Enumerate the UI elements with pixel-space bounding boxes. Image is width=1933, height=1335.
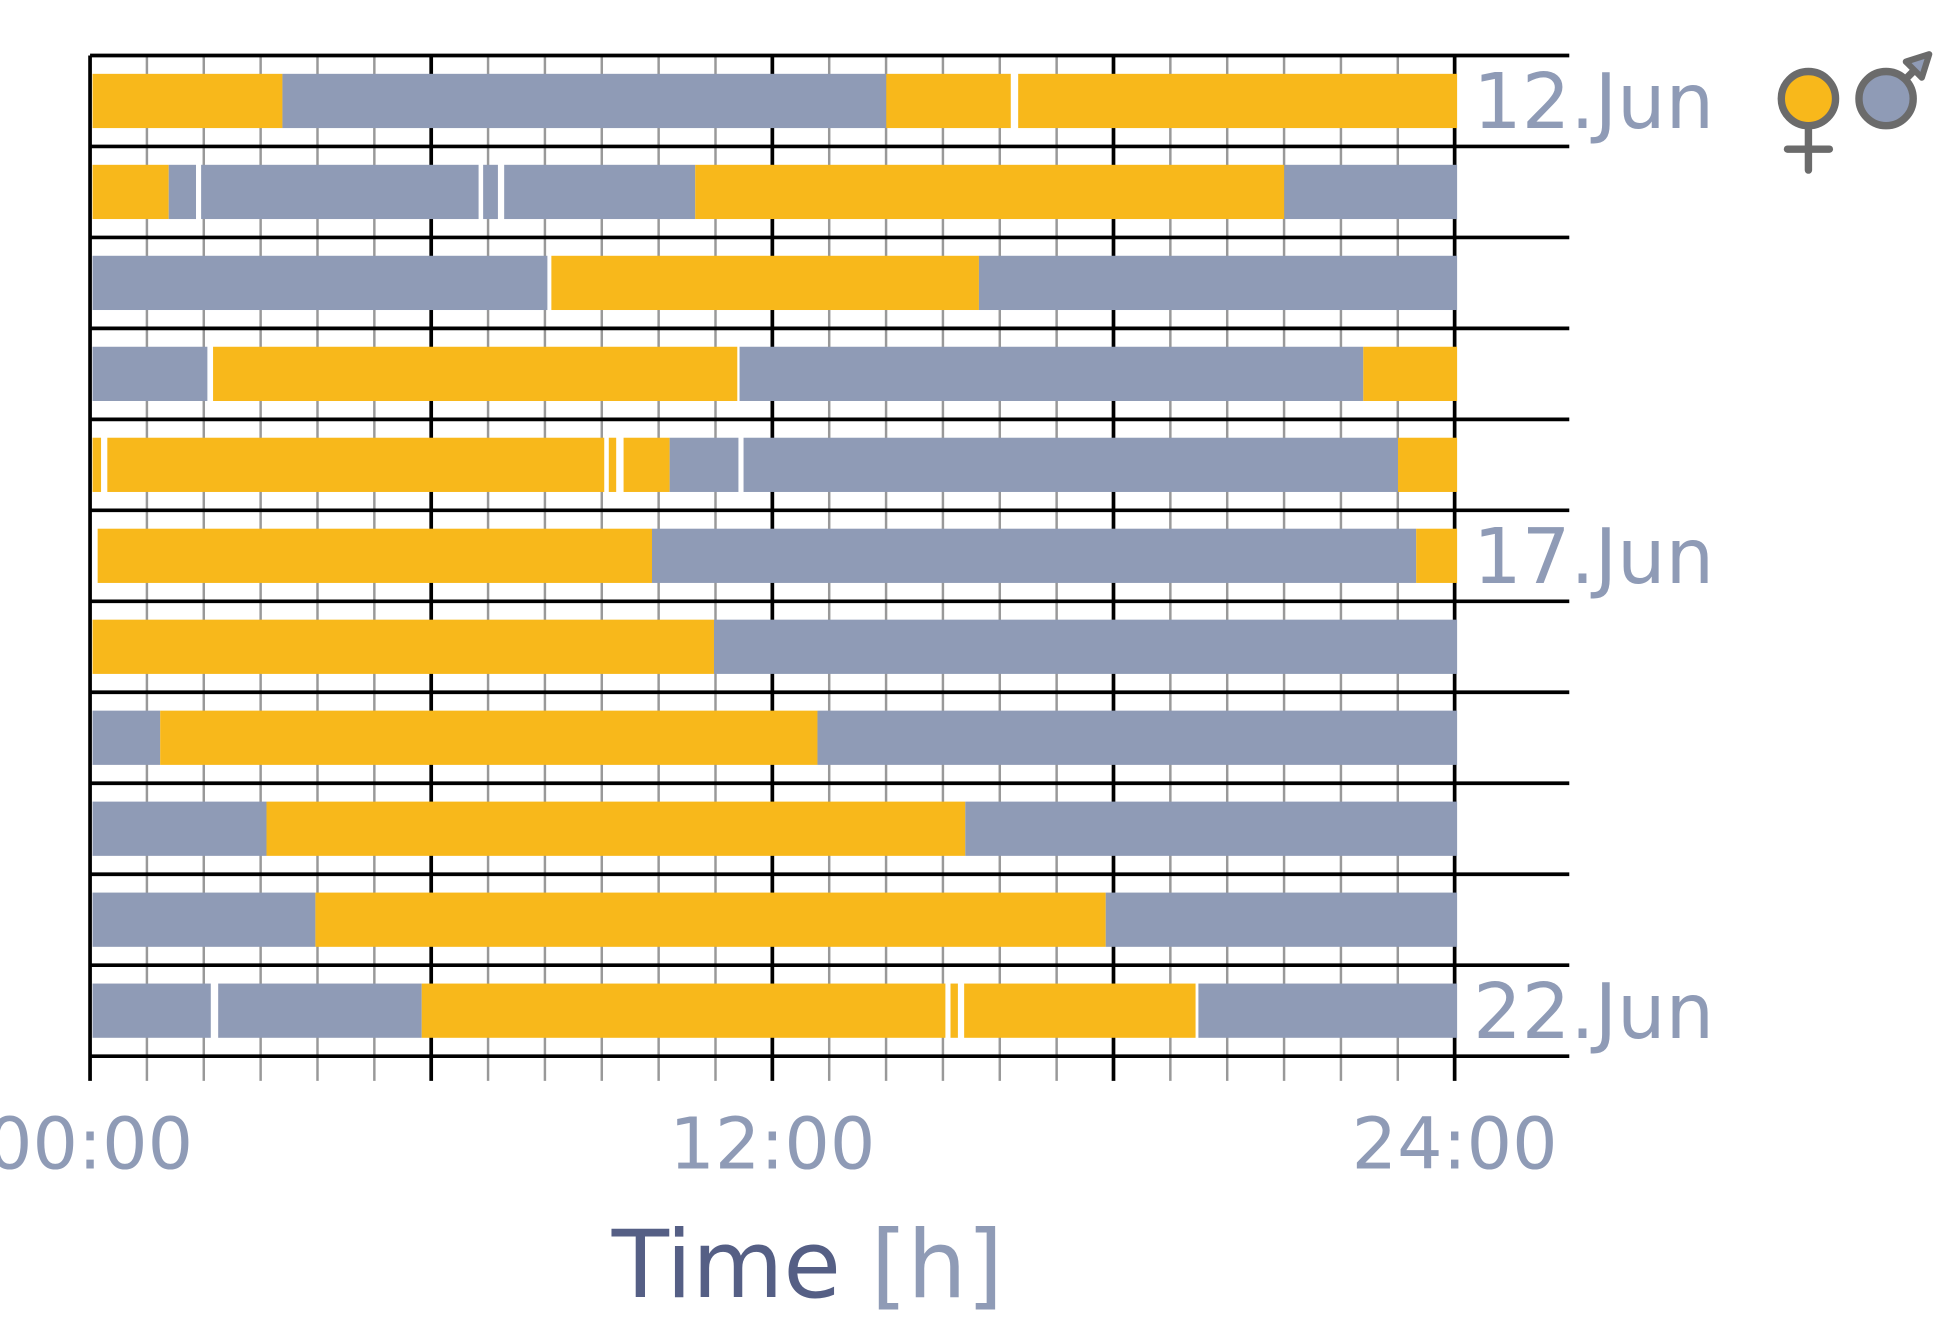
- female-segment: [421, 983, 946, 1038]
- female-segment: [695, 164, 1285, 220]
- female-segment: [315, 892, 1106, 947]
- x-axis-title: Time [h]: [611, 1211, 1004, 1320]
- male-segment: [168, 164, 197, 220]
- male-segment: [92, 892, 316, 947]
- female-segment: [92, 619, 714, 674]
- female-segment: [964, 983, 1196, 1038]
- female-segment: [623, 437, 670, 492]
- x-tick-label: 12:00: [669, 1103, 875, 1186]
- male-segment: [669, 437, 739, 492]
- male-segment: [743, 437, 1398, 492]
- female-segment: [213, 346, 738, 401]
- male-segment: [282, 73, 887, 129]
- male-segment: [739, 346, 1364, 401]
- female-segment: [266, 801, 966, 856]
- row-date-label: 17.Jun: [1473, 513, 1714, 602]
- female-segment: [107, 437, 605, 492]
- row-date-label: 12.Jun: [1473, 58, 1714, 147]
- x-tick-label: 24:00: [1352, 1103, 1558, 1186]
- legend: [1777, 51, 1933, 174]
- male-segment: [92, 710, 161, 765]
- male-segment: [92, 983, 211, 1038]
- male-segment: [504, 164, 696, 220]
- female-segment: [92, 437, 102, 492]
- female-segment: [608, 437, 617, 492]
- male-segment: [965, 801, 1458, 856]
- male-segment: [1198, 983, 1458, 1038]
- female-segment: [1416, 528, 1458, 583]
- row-date-label: 22.Jun: [1473, 968, 1714, 1057]
- male-segment: [713, 619, 1458, 674]
- x-axis-title-unit: [h]: [871, 1211, 1003, 1320]
- female-segment: [97, 528, 653, 583]
- female-segment: [886, 73, 1011, 129]
- x-tick-label: 00:00: [0, 1103, 193, 1186]
- male-segment: [1284, 164, 1458, 220]
- male-segment: [201, 164, 479, 220]
- male-segment: [817, 710, 1458, 765]
- male-segment: [218, 983, 422, 1038]
- female-segment: [950, 983, 958, 1038]
- female-segment: [1363, 346, 1458, 401]
- female-segment: [160, 710, 818, 765]
- male-segment: [978, 255, 1458, 311]
- row-labels: 12.Jun 17.Jun 22.Jun: [1473, 58, 1714, 1057]
- male-segment: [1105, 892, 1458, 947]
- male-segment: [483, 164, 498, 220]
- female-segment: [92, 73, 283, 129]
- male-segment: [652, 528, 1417, 583]
- male-segment: [92, 255, 548, 311]
- x-axis-title-main: Time: [611, 1211, 841, 1320]
- row-lines: [90, 53, 1570, 1059]
- x-tick-labels: 00:00 12:00 24:00: [0, 1103, 1558, 1186]
- female-symbol-icon: [1777, 67, 1840, 174]
- female-segment: [1018, 73, 1458, 129]
- male-segment: [92, 346, 208, 401]
- bars: [92, 73, 1458, 1038]
- male-segment: [92, 801, 267, 856]
- female-segment: [551, 255, 979, 311]
- female-segment: [92, 164, 169, 220]
- female-segment: [1397, 437, 1458, 492]
- male-symbol-icon: [1855, 51, 1933, 130]
